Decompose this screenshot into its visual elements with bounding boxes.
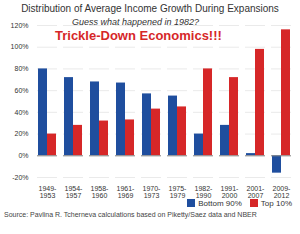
html-text:Source: Pavlina R. Tcherneva c: Source: Pavlina R. Tcherneva calculation… bbox=[4, 211, 257, 218]
svg-text:20%: 20% bbox=[14, 130, 28, 137]
svg-text:2009-2012: 2009-2012 bbox=[273, 185, 292, 199]
html-text:Guess what happened in 1982?: Guess what happened in 1982? bbox=[72, 17, 200, 27]
svg-text:60%: 60% bbox=[14, 87, 28, 94]
svg-text:0%: 0% bbox=[18, 152, 28, 159]
svg-text:1961-1969: 1961-1969 bbox=[117, 185, 136, 199]
svg-text:1970-1973: 1970-1973 bbox=[143, 185, 162, 199]
svg-text:120%: 120% bbox=[11, 22, 29, 29]
html-text:Trickle-Down Economics!!!: Trickle-Down Economics!!! bbox=[55, 28, 222, 43]
svg-text:1982-1990: 1982-1990 bbox=[195, 185, 214, 199]
svg-text:1954-1957: 1954-1957 bbox=[65, 185, 84, 199]
svg-text:40%: 40% bbox=[14, 109, 28, 116]
svg-text:1949-1953: 1949-1953 bbox=[39, 185, 58, 199]
svg-text:2001-2007: 2001-2007 bbox=[247, 185, 266, 199]
svg-text:80%: 80% bbox=[14, 65, 28, 72]
svg-text:100%: 100% bbox=[11, 43, 29, 50]
svg-text:1975-1979: 1975-1979 bbox=[169, 185, 188, 199]
svg-text:1958-1960: 1958-1960 bbox=[91, 185, 110, 199]
html-text:Bottom 90%: Bottom 90% bbox=[198, 199, 242, 208]
html-text:Distribution of Average Income: Distribution of Average Income Growth Du… bbox=[21, 3, 279, 14]
html-text:Top 10%: Top 10% bbox=[260, 199, 292, 208]
svg-text:1991-2000: 1991-2000 bbox=[221, 185, 240, 199]
svg-text:-20%: -20% bbox=[12, 174, 28, 181]
